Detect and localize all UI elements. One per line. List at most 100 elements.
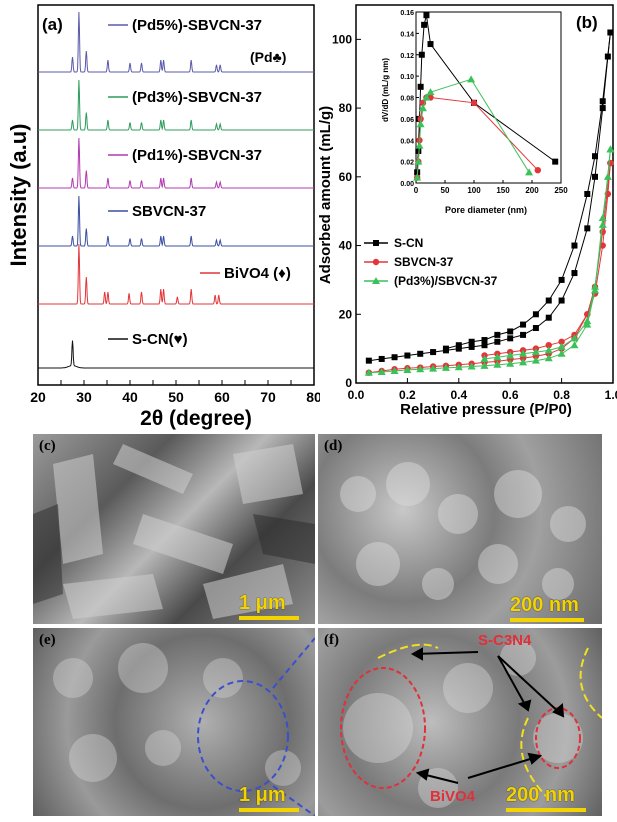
sem-f-scale-text: 200 nm [506, 784, 575, 806]
bet-data-point [403, 365, 412, 373]
bet-data-point [507, 335, 514, 342]
inset-psd-line [416, 15, 556, 173]
bet-data-point [364, 368, 373, 376]
bet-legend-label: SBVCN-37 [394, 255, 454, 269]
bet-data-point [599, 98, 606, 105]
xrd-ylabel: Intensity (a.u) [6, 123, 31, 266]
bet-data-point [584, 225, 591, 232]
bet-data-point [558, 338, 565, 345]
bet-data-point [592, 173, 599, 180]
inset-data-point [415, 147, 422, 154]
inset-data-point [422, 93, 431, 101]
bet-data-point [404, 352, 411, 359]
bet-data-point [571, 270, 578, 277]
bet-legend-marker [373, 240, 379, 246]
bet-y-tick-label: 60 [339, 170, 353, 184]
inset-data-point [470, 99, 478, 107]
xrd-legend-label: (Pd5%)-SBVCN-37 [132, 17, 262, 34]
bet-data-point [599, 105, 606, 112]
sem-image-c: (c) 1 μm [33, 434, 315, 624]
sem-image-e: (e) 1 μm [33, 628, 315, 816]
bet-data-point [583, 317, 592, 325]
inset-data-point [421, 21, 428, 28]
xrd-legend-label: S-CN(♥) [132, 331, 188, 348]
xrd-legend-label: (Pd1%)-SBVCN-37 [132, 147, 262, 164]
bet-x-tick-label: 0.4 [450, 388, 467, 402]
bet-data-point [493, 360, 502, 368]
sem-f-bivo4-circle-1 [340, 667, 426, 789]
inset-data-point [534, 166, 541, 174]
bet-data-point [545, 297, 552, 304]
bet-data-point [520, 321, 527, 328]
bet-data-point [531, 348, 540, 356]
bet-data-point [429, 364, 438, 372]
panel-b-label: (b) [576, 13, 598, 32]
inset-x-tick-label: 150 [496, 186, 510, 195]
bet-data-point [506, 359, 515, 367]
bet-data-point [607, 29, 614, 36]
xrd-x-tick-label: 40 [122, 389, 138, 405]
bet-data-point [591, 282, 600, 290]
bet-data-point [468, 343, 475, 350]
bet-data-point [365, 357, 372, 364]
inset-ylabel: dV/dD (mL/g nm) [381, 58, 390, 122]
bet-data-point [390, 366, 399, 374]
xrd-x-tick-label: 60 [214, 389, 230, 405]
bet-series [364, 29, 615, 376]
bet-data-point [545, 314, 552, 321]
bet-y-tick-label: 80 [339, 101, 353, 115]
sem-c-label: (c) [39, 438, 56, 454]
bet-data-point [519, 358, 528, 366]
bet-y-tick-label: 0 [345, 376, 352, 390]
bet-data-point [557, 349, 566, 357]
bet-data-point [493, 353, 502, 361]
sem-d-scale-text: 200 nm [510, 594, 579, 616]
panel-a-label: (a) [42, 15, 63, 34]
xrd-xlabel: 2θ (degree) [140, 407, 252, 430]
xrd-trace [38, 11, 314, 73]
xrd-legend-label: (Pd3%)-SBVCN-37 [132, 89, 262, 106]
bet-data-point [377, 368, 386, 376]
sem-e-scale-bar [239, 808, 299, 812]
bet-data-point [455, 345, 462, 352]
bet-x-tick-label: 0.8 [553, 388, 570, 402]
inset-y-tick-label: 0.10 [400, 74, 414, 81]
pd-marker-label: (Pd♣) [250, 49, 286, 65]
sem-e-label: (e) [39, 632, 56, 648]
inset-data-point [423, 12, 430, 19]
bet-data-point [480, 354, 489, 362]
sem-f-annotation-bivo4: BiVO4 [430, 788, 476, 805]
inset-data-point [417, 115, 424, 123]
sem-c-texture [33, 444, 315, 619]
inset-x-tick-label: 200 [525, 186, 539, 195]
bet-data-point [417, 350, 424, 357]
xrd-legend-label: SBVCN-37 [132, 203, 206, 220]
inset-y-tick-label: 0.04 [400, 138, 414, 145]
inset-frame [415, 11, 562, 184]
inset-y-tick-label: 0.14 [400, 31, 414, 38]
bet-frame [355, 4, 614, 384]
bet-data-point [558, 276, 565, 283]
sem-c-scale-text: 1 μm [239, 592, 286, 614]
bet-data-point [545, 342, 552, 349]
bet-isotherm-line [368, 149, 611, 374]
bet-ylabel: Adsorbed amount (mL/g) [317, 106, 334, 284]
pore-size-inset: 0 50 100 150 200 250 0.00 0.02 0.04 0.06 0.08 0.10 0… [400, 10, 568, 195]
inset-data-point [427, 41, 434, 48]
bet-data-point [494, 338, 501, 345]
inset-data-point [413, 173, 422, 181]
bet-data-point [558, 297, 565, 304]
bet-data-point [481, 342, 488, 349]
sem-d-label: (d) [324, 438, 343, 454]
bet-panel: (b) 0.00.20.40.60.81.0020406080100 S-CNS… [317, 4, 617, 418]
sem-f-overlay [340, 640, 602, 808]
xrd-panel: (a) (Pd5%)-SBVCN-37 (Pd3%)-SBVCN-37 (Pd1%)… [6, 4, 320, 430]
sem-image-f: (f) S-C3N4 BiVO4 200 nm [318, 628, 602, 816]
xrd-trace [38, 137, 314, 189]
xrd-x-tick-label: 70 [260, 389, 276, 405]
bet-data-point [442, 345, 449, 352]
sem-f-label: (f) [324, 632, 339, 648]
bet-legend: S-CN SBVCN-37 (Pd3%)/SBVCN-37 [364, 236, 498, 288]
bet-data-point [570, 334, 579, 342]
bet-y-tick-label: 100 [332, 32, 352, 46]
